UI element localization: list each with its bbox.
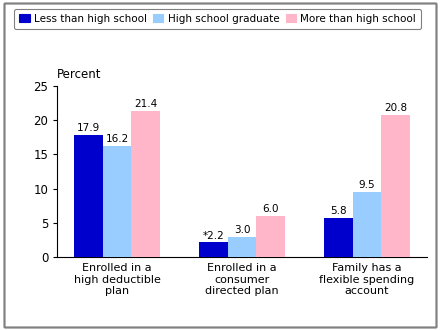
Bar <box>381 115 410 257</box>
Text: 17.9: 17.9 <box>77 123 100 133</box>
Bar <box>199 242 227 257</box>
Text: 16.2: 16.2 <box>106 135 129 145</box>
Text: Percent: Percent <box>57 68 102 81</box>
Bar <box>103 146 132 257</box>
Text: 9.5: 9.5 <box>359 181 375 190</box>
Text: 5.8: 5.8 <box>330 206 346 216</box>
Text: *2.2: *2.2 <box>202 231 224 241</box>
Text: 21.4: 21.4 <box>134 99 158 109</box>
Bar <box>227 237 257 257</box>
Text: 6.0: 6.0 <box>263 205 279 214</box>
Bar <box>352 192 381 257</box>
Legend: Less than high school, High school graduate, More than high school: Less than high school, High school gradu… <box>14 9 421 29</box>
Text: 20.8: 20.8 <box>384 103 407 113</box>
Bar <box>324 217 352 257</box>
Bar <box>74 135 103 257</box>
Bar <box>132 111 160 257</box>
Text: 3.0: 3.0 <box>234 225 250 235</box>
Bar <box>257 216 285 257</box>
